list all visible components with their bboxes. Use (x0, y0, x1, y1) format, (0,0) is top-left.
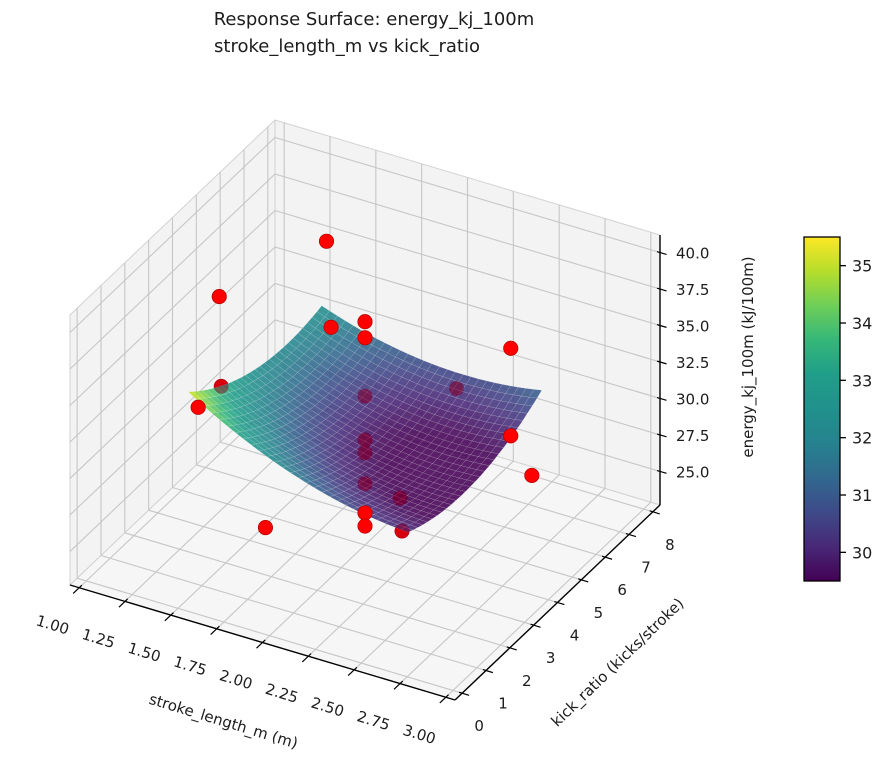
scatter-point-overlay (357, 388, 373, 404)
y-tick-label: 0 (474, 717, 484, 735)
z-tick-label: 27.5 (676, 427, 709, 445)
scatter-point-overlay (214, 379, 229, 394)
x-tick-label: 2.00 (217, 666, 254, 693)
x-tick-label: 2.75 (355, 707, 392, 734)
z-tick-label: 37.5 (676, 281, 709, 299)
z-tick-label: 32.5 (676, 354, 709, 372)
scatter-point (190, 399, 206, 415)
scatter-point (357, 330, 373, 346)
scatter-point (318, 233, 335, 249)
z-tick-label: 35.0 (676, 317, 709, 335)
scatter-point (357, 505, 373, 521)
response-surface (187, 305, 543, 533)
x-tick-label: 1.25 (80, 625, 117, 652)
scatter-point-overlay (394, 523, 410, 539)
scatter-point-overlay (357, 445, 373, 461)
x-tick-label: 1.75 (172, 653, 209, 680)
colorbar-tick-label: 32 (852, 429, 872, 448)
colorbar-tick-label: 31 (852, 486, 872, 505)
y-tick-label: 8 (665, 536, 675, 554)
y-tick-label: 5 (594, 604, 604, 622)
scatter-point-overlay (449, 381, 464, 396)
y-tick-label: 4 (570, 627, 580, 645)
scatter-point (211, 289, 227, 305)
z-tick-label: 25.0 (676, 463, 709, 481)
y-tick-label: 1 (498, 695, 508, 713)
colorbar-tick-label: 34 (852, 314, 872, 333)
colorbar: 30 31 32 33 34 35 (803, 236, 872, 582)
scatter-point (257, 520, 273, 536)
scatter-occluded-tint (214, 379, 464, 539)
y-tick-label: 2 (522, 672, 532, 690)
y-tick-label: 7 (641, 558, 651, 576)
z-tick-label: 40.0 (676, 245, 709, 263)
scatter-point-overlay (392, 490, 408, 506)
scatter-foreground (190, 233, 540, 536)
tick-marks (72, 251, 667, 704)
x-tick-label: 1.50 (126, 639, 163, 666)
y-tick-label: 3 (546, 649, 556, 667)
scatter-point (357, 518, 373, 534)
chart-title-line1: Response Surface: energy_kj_100m (213, 9, 535, 30)
colorbar-gradient (803, 236, 841, 582)
colorbar-tick-label: 35 (852, 257, 872, 276)
x-tick-label: 2.50 (309, 694, 346, 721)
scatter-point (357, 314, 373, 330)
x-tick-label: 3.00 (401, 721, 438, 748)
x-tick-label: 2.25 (263, 680, 300, 707)
z-axis-label: energy_kj_100m (kJ/100m) (739, 256, 758, 457)
colorbar-tick-label: 30 (852, 543, 872, 562)
y-tick-label: 6 (617, 581, 627, 599)
scatter-point-overlay (357, 476, 373, 491)
scatter-point (503, 340, 519, 356)
scatter-point (503, 428, 519, 444)
colorbar-tick-label: 33 (852, 371, 872, 390)
scatter-point-overlay (357, 432, 373, 448)
x-tick-label: 1.00 (34, 611, 71, 638)
scatter-point (524, 467, 540, 483)
y-axis-label: kick_ratio (kicks/stroke) (548, 594, 689, 731)
z-tick-label: 30.0 (676, 390, 709, 408)
chart-title-line2: stroke_length_m vs kick_ratio (214, 36, 480, 57)
scatter-point (323, 319, 339, 335)
